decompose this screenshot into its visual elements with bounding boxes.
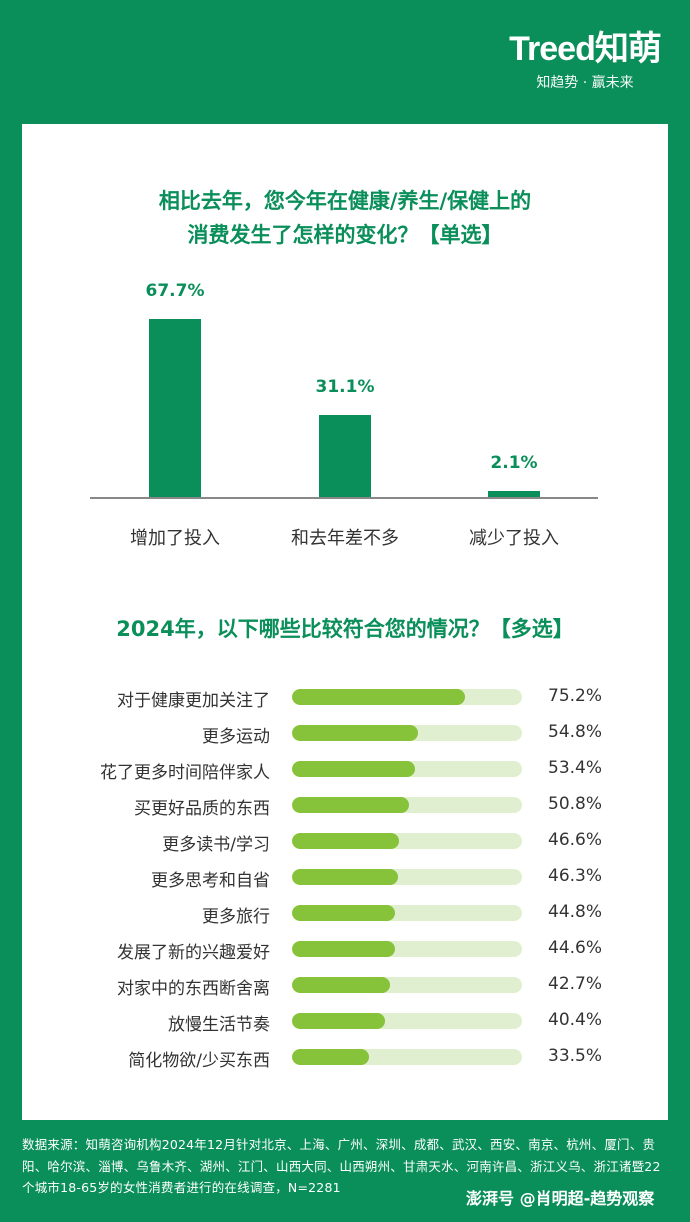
brand-logo-text: Treed知萌	[509, 30, 662, 68]
bar-category-label-2: 减少了投入	[469, 528, 559, 549]
watermark: 澎湃号 @肖明超-趋势观察	[462, 1185, 659, 1209]
hbar-value-label-8: 42.7%	[548, 974, 603, 994]
hbar-row-1: 更多运动 54.8%	[22, 718, 668, 748]
hbar-fill-10	[292, 1049, 369, 1065]
hbar-fill-0	[292, 689, 465, 705]
hbar-fill-3	[292, 797, 409, 813]
hbar-row-7: 发展了新的兴趣爱好 44.6%	[22, 934, 668, 964]
chart1-title-line2: 消费发生了怎样的变化？【单选】	[187, 223, 503, 247]
hbar-category-label-10: 简化物欲/少买东西	[128, 1051, 270, 1071]
hbar-row-6: 更多旅行 44.8%	[22, 898, 668, 928]
bar-value-label-1: 31.1%	[315, 377, 375, 397]
hbar-fill-2	[292, 761, 415, 777]
hbar-track-2	[292, 761, 522, 777]
data-source-note: 数据来源：知萌咨询机构2024年12月针对北京、上海、广州、深圳、成都、武汉、西…	[22, 1137, 661, 1195]
bar-category-label-1: 和去年差不多	[291, 528, 399, 549]
hbar-value-label-10: 33.5%	[548, 1046, 603, 1066]
content-card: 相比去年，您今年在健康/养生/保健上的 消费发生了怎样的变化？【单选】 67.7…	[22, 124, 668, 1120]
hbar-fill-4	[292, 833, 399, 849]
hbar-track-4	[292, 833, 522, 849]
hbar-row-0: 对于健康更加关注了 75.2%	[22, 682, 668, 712]
hbar-row-8: 对家中的东西断舍离 42.7%	[22, 970, 668, 1000]
bar-1	[319, 415, 371, 497]
hbar-category-label-4: 更多读书/学习	[162, 835, 270, 855]
hbar-row-9: 放慢生活节奏 40.4%	[22, 1006, 668, 1036]
hbar-category-label-9: 放慢生活节奏	[168, 1015, 270, 1035]
hbar-track-3	[292, 797, 522, 813]
bar-value-label-2: 2.1%	[490, 453, 538, 473]
hbar-value-label-3: 50.8%	[548, 794, 603, 814]
hbar-fill-5	[292, 869, 398, 885]
hbar-row-2: 花了更多时间陪伴家人 53.4%	[22, 754, 668, 784]
hbar-category-label-6: 更多旅行	[202, 907, 270, 927]
hbar-track-5	[292, 869, 522, 885]
hbar-value-label-5: 46.3%	[548, 866, 603, 886]
hbar-category-label-7: 发展了新的兴趣爱好	[117, 943, 270, 963]
hbar-value-label-1: 54.8%	[548, 722, 603, 742]
chart1-title-line1: 相比去年，您今年在健康/养生/保健上的	[158, 189, 532, 213]
hbar-value-label-0: 75.2%	[548, 686, 603, 706]
bar-2	[488, 491, 540, 497]
hbar-category-label-0: 对于健康更加关注了	[117, 691, 270, 711]
bar-category-label-0: 增加了投入	[130, 528, 220, 549]
hbar-fill-7	[292, 941, 395, 957]
hbar-value-label-6: 44.8%	[548, 902, 603, 922]
hbar-track-8	[292, 977, 522, 993]
hbar-category-label-3: 买更好品质的东西	[134, 799, 270, 819]
chart2-title: 2024年，以下哪些比较符合您的情况？【多选】	[116, 617, 574, 641]
hbar-row-3: 买更好品质的东西 50.8%	[22, 790, 668, 820]
chart1-baseline	[90, 497, 598, 499]
hbar-fill-9	[292, 1013, 385, 1029]
vertical-bar-chart: 67.7% 增加了投入 31.1% 和去年差不多 2.1% 减少了投入	[22, 124, 668, 1120]
brand-logo: Treed知萌 知趋势 · 赢未来	[500, 30, 670, 92]
bar-0	[149, 319, 201, 497]
hbar-track-10	[292, 1049, 522, 1065]
hbar-track-1	[292, 725, 522, 741]
hbar-track-6	[292, 905, 522, 921]
hbar-fill-6	[292, 905, 395, 921]
hbar-value-label-7: 44.6%	[548, 938, 603, 958]
hbar-category-label-1: 更多运动	[202, 727, 270, 747]
hbar-value-label-2: 53.4%	[548, 758, 603, 778]
hbar-row-5: 更多思考和自省 46.3%	[22, 862, 668, 892]
brand-tagline: 知趋势 · 赢未来	[536, 75, 634, 91]
hbar-track-9	[292, 1013, 522, 1029]
hbar-value-label-9: 40.4%	[548, 1010, 603, 1030]
hbar-category-label-8: 对家中的东西断舍离	[117, 979, 270, 999]
hbar-track-0	[292, 689, 522, 705]
hbar-row-10: 简化物欲/少买东西 33.5%	[22, 1042, 668, 1072]
bar-value-label-0: 67.7%	[145, 281, 205, 301]
hbar-category-label-5: 更多思考和自省	[151, 871, 270, 891]
hbar-category-label-2: 花了更多时间陪伴家人	[100, 763, 270, 783]
hbar-row-4: 更多读书/学习 46.6%	[22, 826, 668, 856]
hbar-fill-1	[292, 725, 418, 741]
hbar-value-label-4: 46.6%	[548, 830, 603, 850]
hbar-track-7	[292, 941, 522, 957]
hbar-fill-8	[292, 977, 390, 993]
